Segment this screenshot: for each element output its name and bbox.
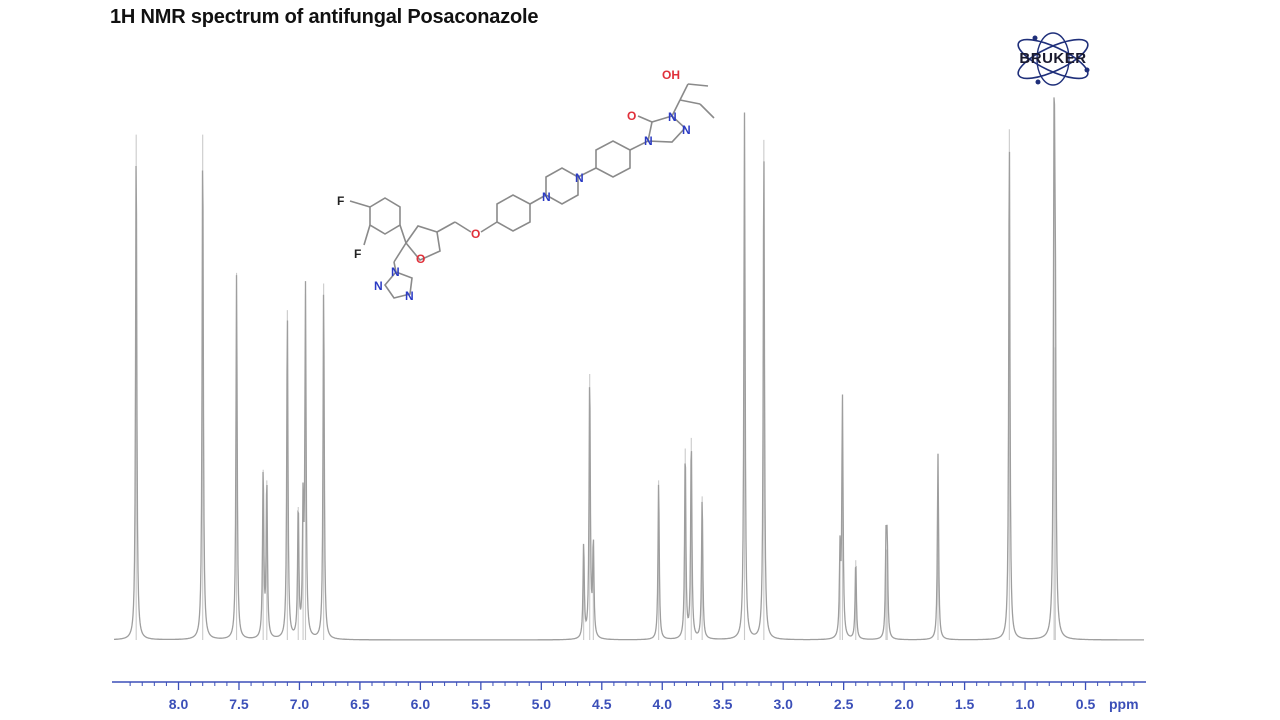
atom-label: N <box>644 134 653 148</box>
x-tick-label: 2.5 <box>834 696 854 712</box>
atom-label: O <box>627 109 636 123</box>
x-axis-ticks: 8.0 7.5 7.0 6.5 6.0 5.5 5.0 4.5 4.0 3.5 3.0 2.5 2.0 1… <box>129 682 1135 712</box>
atom-label: N <box>668 110 677 124</box>
x-tick-label: 5.0 <box>532 696 552 712</box>
atom-label: N <box>374 279 383 293</box>
atom-label: N <box>682 123 691 137</box>
x-tick-label: 8.0 <box>169 696 189 712</box>
x-tick-label: 4.0 <box>653 696 673 712</box>
x-tick-label: 6.5 <box>350 696 370 712</box>
atom-label: N <box>391 265 400 279</box>
atom-label: F <box>354 247 361 261</box>
posaconazole-structure <box>349 83 715 299</box>
x-tick-label: 4.5 <box>592 696 612 712</box>
x-tick-label: 7.5 <box>229 696 249 712</box>
atom-label: F <box>337 194 344 208</box>
x-tick-label: 5.5 <box>471 696 491 712</box>
atom-label: N <box>542 190 551 204</box>
x-tick-label: 7.0 <box>290 696 310 712</box>
atom-label: O <box>471 227 480 241</box>
atom-label: N <box>405 289 414 303</box>
x-tick-label: 0.5 <box>1076 696 1096 712</box>
atom-orbit-icon <box>1017 32 1090 86</box>
atom-label: OH <box>662 68 680 82</box>
x-tick-label: 2.0 <box>894 696 914 712</box>
x-tick-label: 3.5 <box>713 696 733 712</box>
x-tick-label: 1.5 <box>955 696 975 712</box>
x-axis-unit-label: ppm <box>1109 696 1139 712</box>
atom-labels: OH O N N N N N O O F F N N N <box>337 68 691 303</box>
x-tick-label: 1.0 <box>1015 696 1035 712</box>
spectrum-trace <box>114 97 1144 641</box>
logo-text: BRUKER <box>1019 50 1087 67</box>
x-tick-label: 3.0 <box>773 696 793 712</box>
atom-label: O <box>416 252 425 266</box>
page-title: 1H NMR spectrum of antifungal Posaconazo… <box>110 6 539 28</box>
x-tick-label: 6.0 <box>411 696 431 712</box>
spectrum-peaks <box>135 108 1056 640</box>
atom-label: N <box>575 171 584 185</box>
bruker-logo: BRUKER <box>1000 30 1106 88</box>
